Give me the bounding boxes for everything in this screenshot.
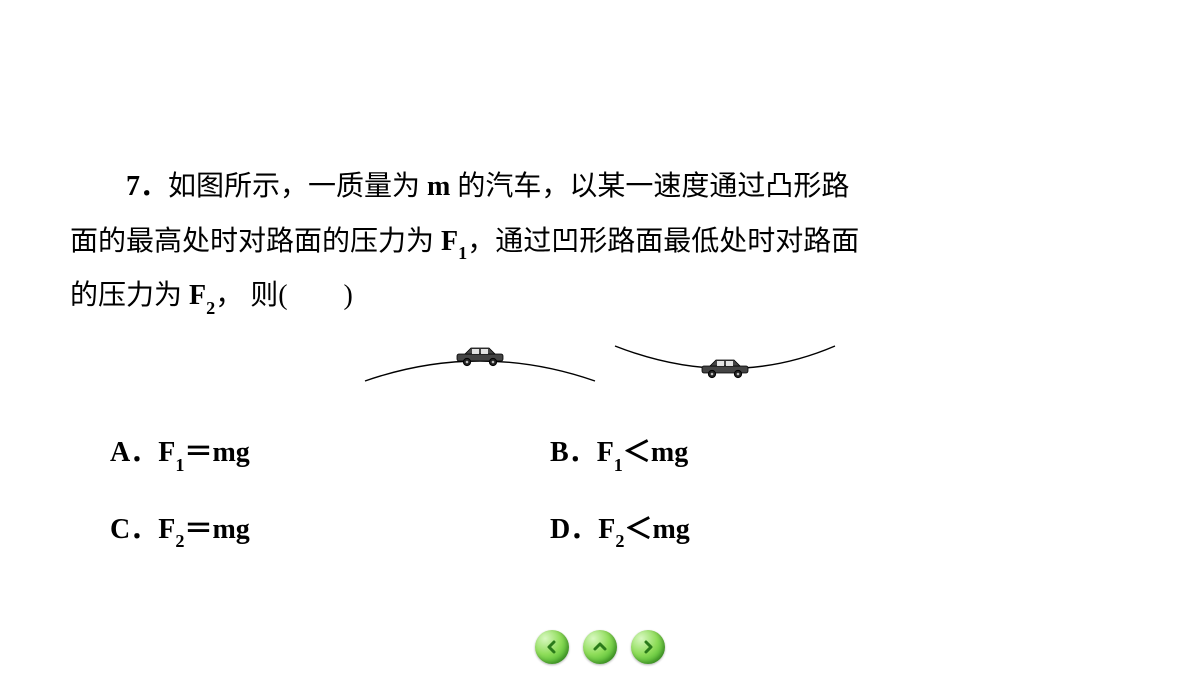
up-button[interactable] xyxy=(583,630,617,664)
chevron-right-icon xyxy=(640,639,656,655)
force-F2: F xyxy=(189,280,206,311)
chevron-up-icon xyxy=(592,639,608,655)
question-text: 7．如图所示，一质量为 m 的汽车，以某一速度通过凸形路 面的最高处时对路面的压… xyxy=(70,160,1130,324)
question-block: 7．如图所示，一质量为 m 的汽车，以某一速度通过凸形路 面的最高处时对路面的压… xyxy=(0,0,1200,558)
next-button[interactable] xyxy=(631,630,665,664)
force-F1: F xyxy=(441,226,458,257)
mass-symbol: m xyxy=(427,171,450,202)
option-D: D．F2＜mg xyxy=(550,503,990,558)
chevron-left-icon xyxy=(544,639,560,655)
option-A: A．F1＝mg xyxy=(110,426,550,481)
question-number: 7． xyxy=(126,171,168,202)
road-diagram xyxy=(360,336,840,391)
nav-buttons xyxy=(535,630,665,664)
option-C: C．F2＝mg xyxy=(110,503,550,558)
prev-button[interactable] xyxy=(535,630,569,664)
options-grid: A．F1＝mg B．F1＜mg C．F2＝mg D．F2＜mg xyxy=(110,426,1130,557)
figure-container xyxy=(70,336,1130,411)
option-B: B．F1＜mg xyxy=(550,426,990,481)
